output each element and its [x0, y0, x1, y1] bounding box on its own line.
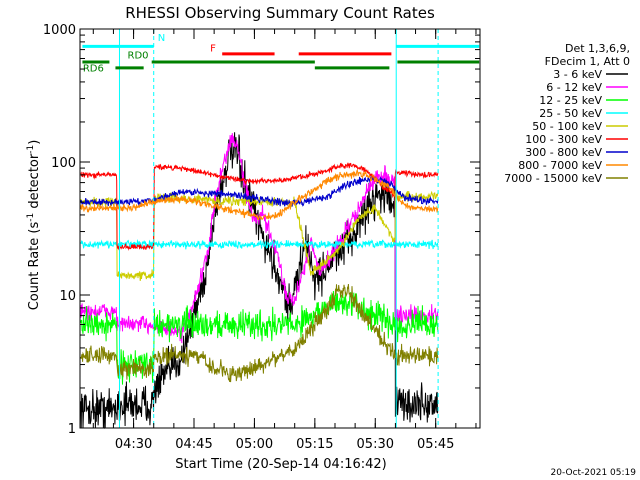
x-axis-label: Start Time (20-Sep-14 04:16:42) — [175, 457, 386, 472]
legend-label-5: 100 - 300 keV — [525, 133, 602, 146]
legend-header-1: FDecim 1, Att 0 — [545, 55, 630, 68]
y-axis-label-part-3: ) — [27, 140, 42, 145]
annotation-f: F — [210, 43, 216, 54]
legend-label-0: 3 - 6 keV — [553, 68, 602, 81]
series-line-6 — [80, 175, 439, 208]
series-line-1 — [80, 133, 439, 344]
series-line-7 — [80, 169, 439, 221]
annotation-rd0: RD0 — [128, 51, 149, 62]
chart-title: RHESSI Observing Summary Count Rates — [125, 4, 435, 22]
y-axis-label-sup-1: -1 — [26, 213, 36, 222]
series-line-0 — [80, 132, 439, 429]
y-axis-label-part-1: Count Rate (s — [27, 222, 42, 311]
legend-label-4: 50 - 100 keV — [532, 120, 602, 133]
series-line-4 — [80, 190, 439, 281]
series-line-3 — [80, 239, 439, 250]
x-tick-label-1: 04:45 — [175, 437, 212, 452]
annotation-rd6: RD6 — [83, 63, 104, 74]
y-tick-label-2: 100 — [51, 156, 76, 171]
y-axis-label-sup-2: -1 — [26, 145, 36, 154]
plot-area: N F RD0 RD6 1 10 100 1000 04:30 04:45 05:00 05:15 05… — [43, 23, 481, 452]
legend-label-3: 25 - 50 keV — [539, 107, 602, 120]
x-tick-label-5: 05:45 — [417, 437, 454, 452]
annotation-n: N — [158, 33, 165, 44]
plot-frame — [79, 28, 481, 429]
x-tick-label-2: 05:00 — [236, 437, 273, 452]
y-tick-label-1: 10 — [59, 289, 76, 304]
y-tick-label-0: 1 — [68, 422, 76, 437]
generated-timestamp: 20-Oct-2021 05:19 — [551, 468, 637, 478]
y-axis-label: Count Rate (s-1 detector-1) — [26, 140, 42, 311]
x-tick-label-3: 05:15 — [296, 437, 333, 452]
x-tick-label-0: 04:30 — [115, 437, 152, 452]
y-axis-label-part-2: detector — [27, 153, 42, 213]
legend-label-6: 300 - 800 keV — [525, 146, 602, 159]
legend-label-7: 800 - 7000 keV — [518, 159, 602, 172]
legend-label-8: 7000 - 15000 keV — [504, 172, 602, 185]
y-tick-label-3: 1000 — [43, 23, 76, 38]
series-line-2 — [80, 288, 439, 385]
legend-header-0: Det 1,3,6,9, — [565, 42, 630, 55]
legend-label-2: 12 - 25 keV — [539, 94, 602, 107]
x-tick-label-4: 05:30 — [357, 437, 394, 452]
legend-label-1: 6 - 12 keV — [546, 81, 602, 94]
series-line-8 — [80, 283, 439, 383]
